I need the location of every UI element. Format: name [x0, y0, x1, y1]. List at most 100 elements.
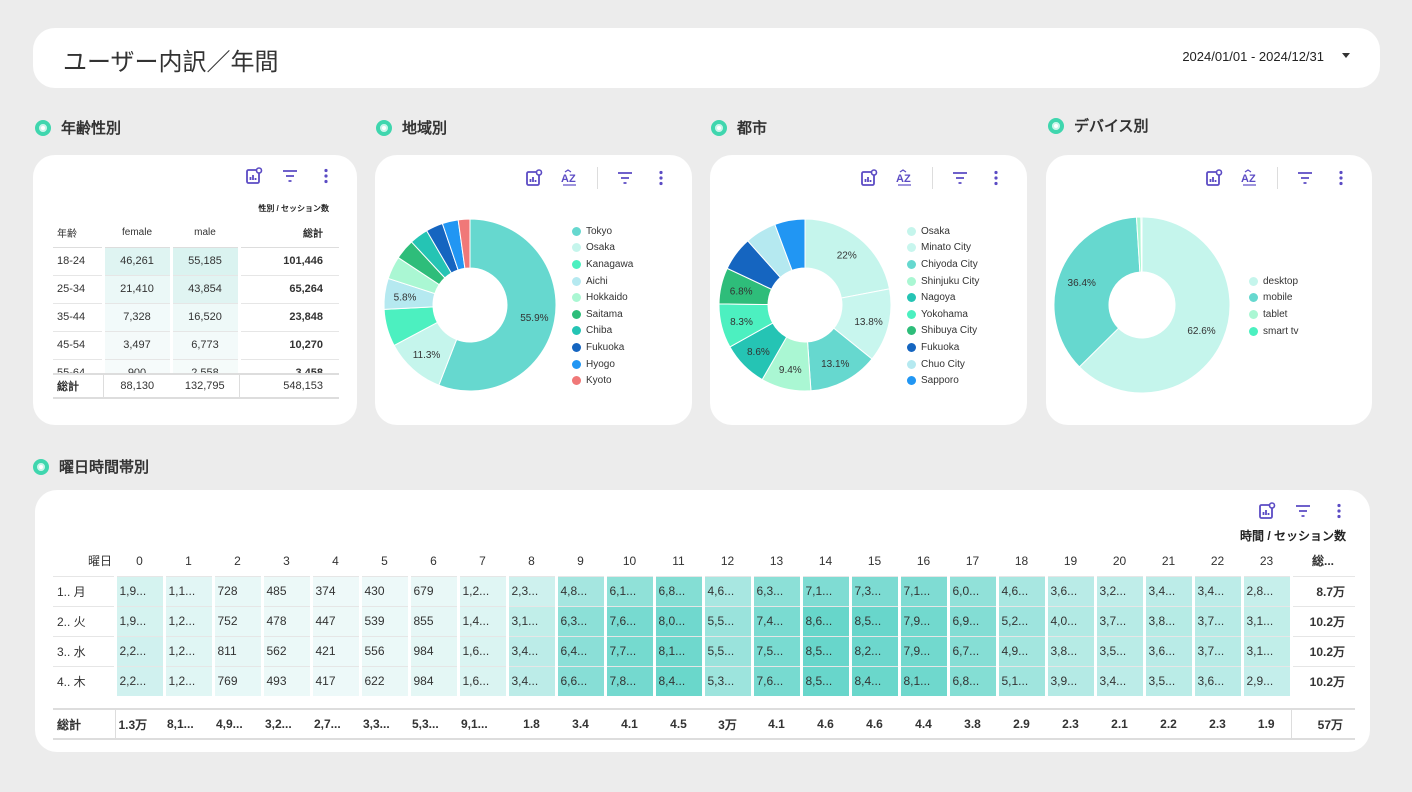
legend-item[interactable]: smart tv — [1249, 323, 1299, 340]
heatmap-cell: 7,1... — [897, 576, 950, 607]
hour-header[interactable]: 13 — [752, 546, 801, 577]
pie-slice-sapporo[interactable] — [774, 218, 806, 271]
chevron-down-icon[interactable] — [1342, 53, 1350, 58]
hour-header[interactable]: 14 — [801, 546, 850, 577]
hour-header[interactable]: 21 — [1144, 546, 1193, 577]
more-vert-icon[interactable] — [987, 169, 1005, 187]
hour-header[interactable]: 9 — [556, 546, 605, 577]
heatmap-cell: 5,5... — [701, 636, 754, 667]
hour-header[interactable]: 12 — [703, 546, 752, 577]
hour-header[interactable]: 16 — [899, 546, 948, 577]
legend-item[interactable]: tablet — [1249, 306, 1299, 323]
hour-header[interactable]: 8 — [507, 546, 556, 577]
heatmap-cell: 3,7... — [1191, 606, 1244, 637]
legend-item[interactable]: Saitama — [572, 306, 633, 323]
heatmap-cell: 478 — [260, 606, 313, 637]
hour-header[interactable]: 22 — [1193, 546, 1242, 577]
legend-item[interactable]: desktop — [1249, 273, 1299, 290]
chart-add-icon[interactable] — [245, 167, 263, 185]
pie-slice-osaka[interactable] — [804, 218, 891, 299]
section-dot-icon — [1048, 117, 1064, 134]
pie-slice-tokyo[interactable] — [438, 218, 557, 392]
legend-item[interactable]: Minato City — [907, 240, 979, 257]
legend-item[interactable]: Chiba — [572, 323, 633, 340]
hour-header[interactable]: 23 — [1242, 546, 1291, 577]
legend-item[interactable]: mobile — [1249, 290, 1299, 307]
chart-add-icon[interactable] — [525, 169, 543, 187]
legend-item[interactable]: Fukuoka — [907, 339, 979, 356]
filter-icon[interactable] — [616, 169, 634, 187]
hour-header[interactable]: 18 — [997, 546, 1046, 577]
column-total: 3.4 — [556, 709, 605, 740]
legend-item[interactable]: Shibuya City — [907, 323, 979, 340]
filter-icon[interactable] — [951, 169, 969, 187]
column-header[interactable]: 年齢 — [53, 219, 103, 248]
filter-icon[interactable] — [1296, 169, 1314, 187]
more-vert-icon[interactable] — [317, 167, 335, 185]
column-header[interactable]: female — [103, 219, 171, 248]
column-header[interactable]: 総計 — [239, 219, 339, 248]
legend-item[interactable]: Kyoto — [572, 372, 633, 389]
legend-item[interactable]: Osaka — [907, 223, 979, 240]
pie-slice-smart-tv[interactable] — [1140, 216, 1143, 273]
hour-header[interactable]: 17 — [948, 546, 997, 577]
chart-add-icon[interactable] — [1258, 502, 1276, 520]
table-cell: 46,261 — [101, 247, 173, 276]
hour-header[interactable]: 11 — [654, 546, 703, 577]
toolbar-divider — [932, 167, 933, 189]
legend-item[interactable]: Fukuoka — [572, 339, 633, 356]
legend-item[interactable]: Chiyoda City — [907, 256, 979, 273]
legend-item[interactable]: Chuo City — [907, 356, 979, 373]
more-vert-icon[interactable] — [1330, 502, 1348, 520]
legend-item[interactable]: Tokyo — [572, 223, 633, 240]
filter-icon[interactable] — [281, 167, 299, 185]
column-header[interactable]: 曜日 — [53, 546, 115, 577]
column-total: 4.6 — [801, 709, 850, 740]
hour-header[interactable]: 19 — [1046, 546, 1095, 577]
legend-item[interactable]: Osaka — [572, 240, 633, 257]
hour-header[interactable]: 7 — [458, 546, 507, 577]
chart-add-icon[interactable] — [1205, 169, 1223, 187]
legend-item[interactable]: Shinjuku City — [907, 273, 979, 290]
total-header[interactable]: 総... — [1291, 546, 1355, 577]
hour-header[interactable]: 10 — [605, 546, 654, 577]
filter-icon[interactable] — [1294, 502, 1312, 520]
hour-header[interactable]: 20 — [1095, 546, 1144, 577]
heatmap-cell: 4,0... — [1044, 606, 1097, 637]
heatmap-card: 時間 / セッション数 曜日 0 1 2 3 4 5 6 7 8 9 10 11 12 13 14 15 16 17… — [35, 490, 1370, 752]
column-total: 3.8 — [948, 709, 997, 740]
pie-slice-desktop[interactable] — [1078, 216, 1231, 394]
legend-item[interactable]: Nagoya — [907, 289, 979, 306]
pie-slice-mobile[interactable] — [1053, 216, 1141, 368]
section-dot-icon — [376, 119, 392, 136]
hour-header[interactable]: 1 — [164, 546, 213, 577]
legend-item[interactable]: Yokohama — [907, 306, 979, 323]
legend-item[interactable]: Hyogo — [572, 356, 633, 373]
hour-header[interactable]: 3 — [262, 546, 311, 577]
heatmap-cell: 562 — [260, 636, 313, 667]
date-range-selector[interactable]: 2024/01/01 - 2024/12/31 — [1182, 49, 1324, 64]
heatmap-scroll[interactable]: 曜日 0 1 2 3 4 5 6 7 8 9 10 11 12 13 14 15 16 17 18 19 20 21 22 23… — [53, 546, 1355, 696]
pie-slice-kyoto[interactable] — [457, 218, 471, 269]
sort-az-icon[interactable]: AZ — [561, 169, 579, 187]
slice-label: 8.3% — [730, 317, 753, 328]
more-vert-icon[interactable] — [652, 169, 670, 187]
legend-item[interactable]: Kanagawa — [572, 256, 633, 273]
legend-item[interactable]: Hokkaido — [572, 289, 633, 306]
legend-item[interactable]: Sapporo — [907, 372, 979, 389]
heatmap-cell: 7,8... — [603, 666, 656, 696]
column-header[interactable]: male — [171, 219, 239, 248]
hour-header[interactable]: 5 — [360, 546, 409, 577]
chart-add-icon[interactable] — [860, 169, 878, 187]
hour-header[interactable]: 15 — [850, 546, 899, 577]
column-total: 4,9... — [213, 709, 262, 740]
heatmap-cell: 3,4... — [505, 666, 558, 696]
more-vert-icon[interactable] — [1332, 169, 1350, 187]
hour-header[interactable]: 2 — [213, 546, 262, 577]
legend-item[interactable]: Aichi — [572, 273, 633, 290]
sort-az-icon[interactable]: AZ — [1241, 169, 1259, 187]
sort-az-icon[interactable]: AZ — [896, 169, 914, 187]
hour-header[interactable]: 4 — [311, 546, 360, 577]
hour-header[interactable]: 0 — [115, 546, 164, 577]
hour-header[interactable]: 6 — [409, 546, 458, 577]
